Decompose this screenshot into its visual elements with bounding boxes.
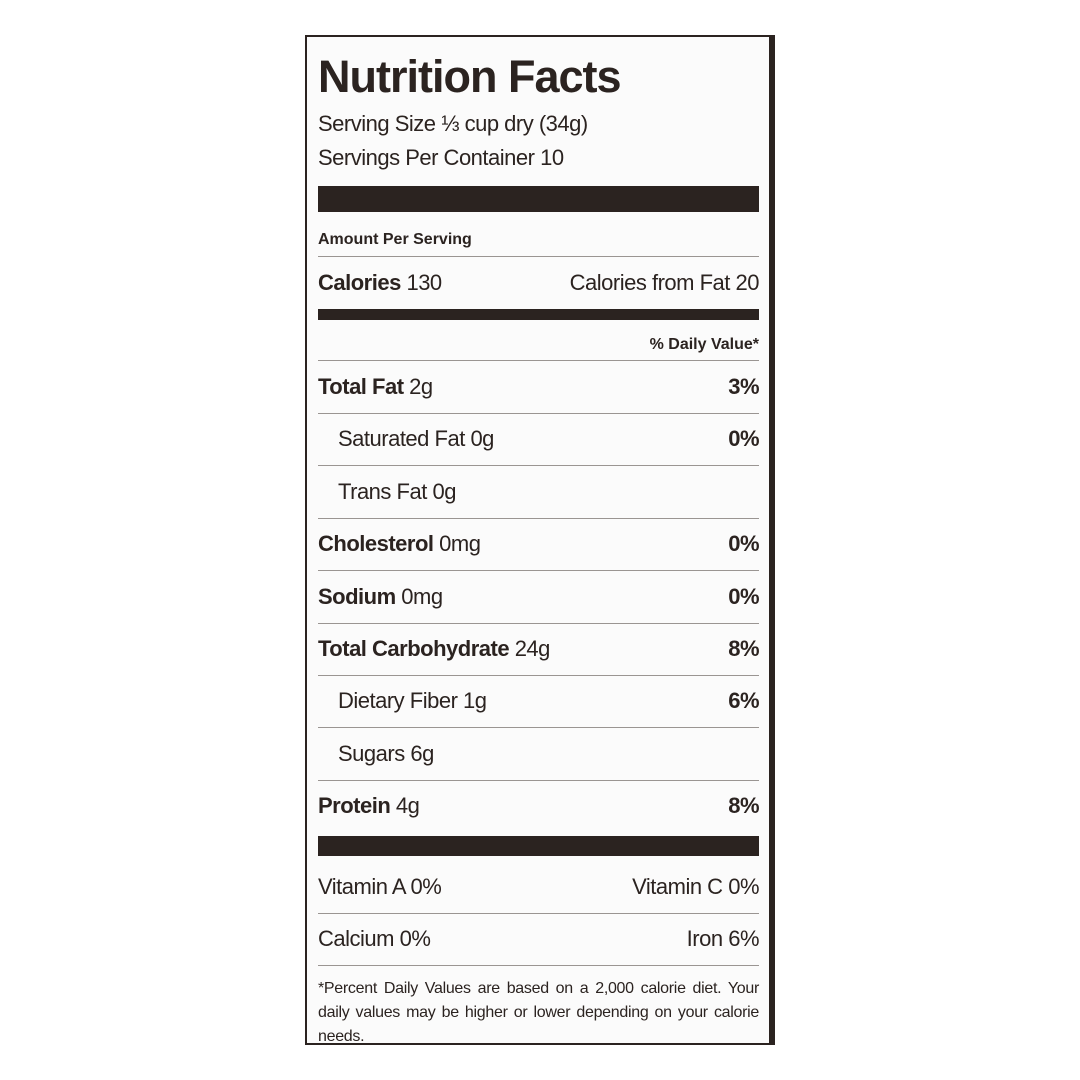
thick-bar	[318, 836, 759, 856]
vitamin: Vitamin C 0%	[632, 861, 759, 913]
divider	[318, 779, 759, 781]
nutrient-row: Saturated Fat 0g 0%	[318, 413, 759, 465]
nutrient: Total Carbohydrate 24g	[318, 623, 550, 675]
nutrient: Trans Fat 0g	[318, 466, 456, 518]
footnote: *Percent Daily Values are based on a 2,0…	[318, 980, 759, 1045]
nutrient-name: Total Fat	[318, 374, 404, 399]
vitamin-value: 0%	[728, 874, 759, 899]
nutrient-name: Protein	[318, 793, 391, 819]
nutrient-row: Protein 4g 8%	[318, 780, 759, 832]
amount-per-serving: Amount Per Serving	[318, 231, 472, 248]
vitamin-value: 0%	[410, 874, 442, 899]
nutrient-name: Sodium	[318, 583, 396, 609]
vitamin: Iron 6%	[686, 913, 760, 965]
calories-label: Calories	[318, 270, 401, 295]
calories-value: 130	[406, 270, 442, 295]
nutrient-name: Trans Fat	[338, 478, 427, 504]
vitamin-name: Calcium	[318, 926, 394, 951]
vitamin-row: Calcium 0% Iron 6%	[318, 913, 759, 965]
nutrient-name: Total Carbohydrate	[318, 636, 510, 661]
vitamin: Calcium 0%	[318, 913, 431, 965]
thick-bar	[318, 186, 759, 212]
divider	[318, 570, 759, 572]
nutrient: Sugars 6g	[318, 728, 434, 780]
divider	[318, 413, 759, 414]
vitamin: Vitamin A 0%	[318, 861, 442, 913]
serving-size: Serving Size ⅓ cup dry (34g)	[318, 109, 759, 139]
daily-value-header: % Daily Value*	[649, 336, 759, 353]
daily-value: 0%	[728, 531, 759, 557]
calories-row: Calories 130 Calories from Fat 20	[318, 257, 760, 309]
nutrient: Sodium 0mg	[318, 571, 443, 623]
divider	[318, 675, 759, 676]
title: Nutrition Facts	[318, 51, 622, 102]
nutrient: Protein 4g	[318, 780, 420, 832]
nutrient-row: Trans Fat 0g	[318, 466, 759, 518]
calories-fat-value: 20	[735, 270, 760, 295]
nutrient-amount: 0mg	[401, 583, 443, 609]
nutrient-amount: 0g	[470, 426, 494, 452]
divider	[318, 256, 759, 257]
nutrient-amount: 24g	[514, 636, 551, 661]
nutrient-row: Dietary Fiber 1g 6%	[318, 675, 759, 727]
daily-value: 0%	[728, 426, 759, 452]
vitamin-name: Iron	[686, 926, 723, 951]
nutrient-amount: 0mg	[439, 531, 481, 557]
nutrient-row: Sodium 0mg 0%	[318, 571, 759, 623]
nutrition-label: Nutrition Facts Serving Size ⅓ cup dry (…	[305, 35, 775, 1045]
nutrient-amount: 0g	[432, 478, 456, 504]
nutrient-name: Dietary Fiber	[338, 688, 458, 714]
servings-label: Servings Per Container	[318, 145, 535, 170]
nutrient: Dietary Fiber 1g	[318, 675, 487, 727]
vitamin-row: Vitamin A 0% Vitamin C 0%	[318, 861, 759, 913]
nutrient-amount: 2g	[409, 374, 433, 399]
nutrient-amount: 6g	[410, 740, 434, 766]
divider	[318, 727, 759, 729]
daily-value: 0%	[728, 583, 759, 609]
nutrient-row: Total Fat 2g 3%	[318, 361, 759, 413]
nutrient-name: Sugars	[338, 740, 405, 766]
nutrient-amount: 1g	[463, 688, 487, 714]
serving-size-label: Serving Size	[318, 111, 436, 136]
calories-fat-label: Calories from Fat	[569, 270, 731, 295]
divider	[318, 465, 759, 467]
vitamin-name: Vitamin C	[632, 874, 723, 899]
vitamin-value: 6%	[728, 926, 759, 951]
divider	[318, 965, 759, 966]
divider	[318, 360, 759, 361]
calories-fat: Calories from Fat 20	[569, 257, 760, 309]
nutrient-amount: 4g	[395, 793, 420, 819]
daily-value: 3%	[728, 374, 759, 399]
nutrient: Total Fat 2g	[318, 361, 433, 413]
thick-bar	[318, 309, 759, 320]
calories: Calories 130	[318, 257, 442, 309]
divider	[318, 622, 759, 624]
nutrient-name: Saturated Fat	[338, 426, 465, 452]
nutrient-row: Total Carbohydrate 24g 8%	[318, 623, 759, 675]
nutrient-row: Sugars 6g	[318, 728, 759, 780]
daily-value: 8%	[728, 636, 759, 661]
daily-value: 6%	[728, 688, 759, 714]
divider	[318, 517, 759, 519]
nutrient: Saturated Fat 0g	[318, 413, 494, 465]
serving-size-value: ⅓ cup dry (34g)	[441, 111, 588, 136]
divider	[318, 913, 759, 914]
nutrient-row: Cholesterol 0mg 0%	[318, 518, 759, 570]
servings-value: 10	[540, 145, 564, 170]
vitamin-value: 0%	[399, 926, 431, 951]
vitamin-name: Vitamin A	[318, 874, 405, 899]
daily-value: 8%	[728, 793, 759, 819]
nutrient-name: Cholesterol	[318, 531, 434, 557]
servings: Servings Per Container 10	[318, 143, 759, 173]
nutrient: Cholesterol 0mg	[318, 518, 481, 570]
